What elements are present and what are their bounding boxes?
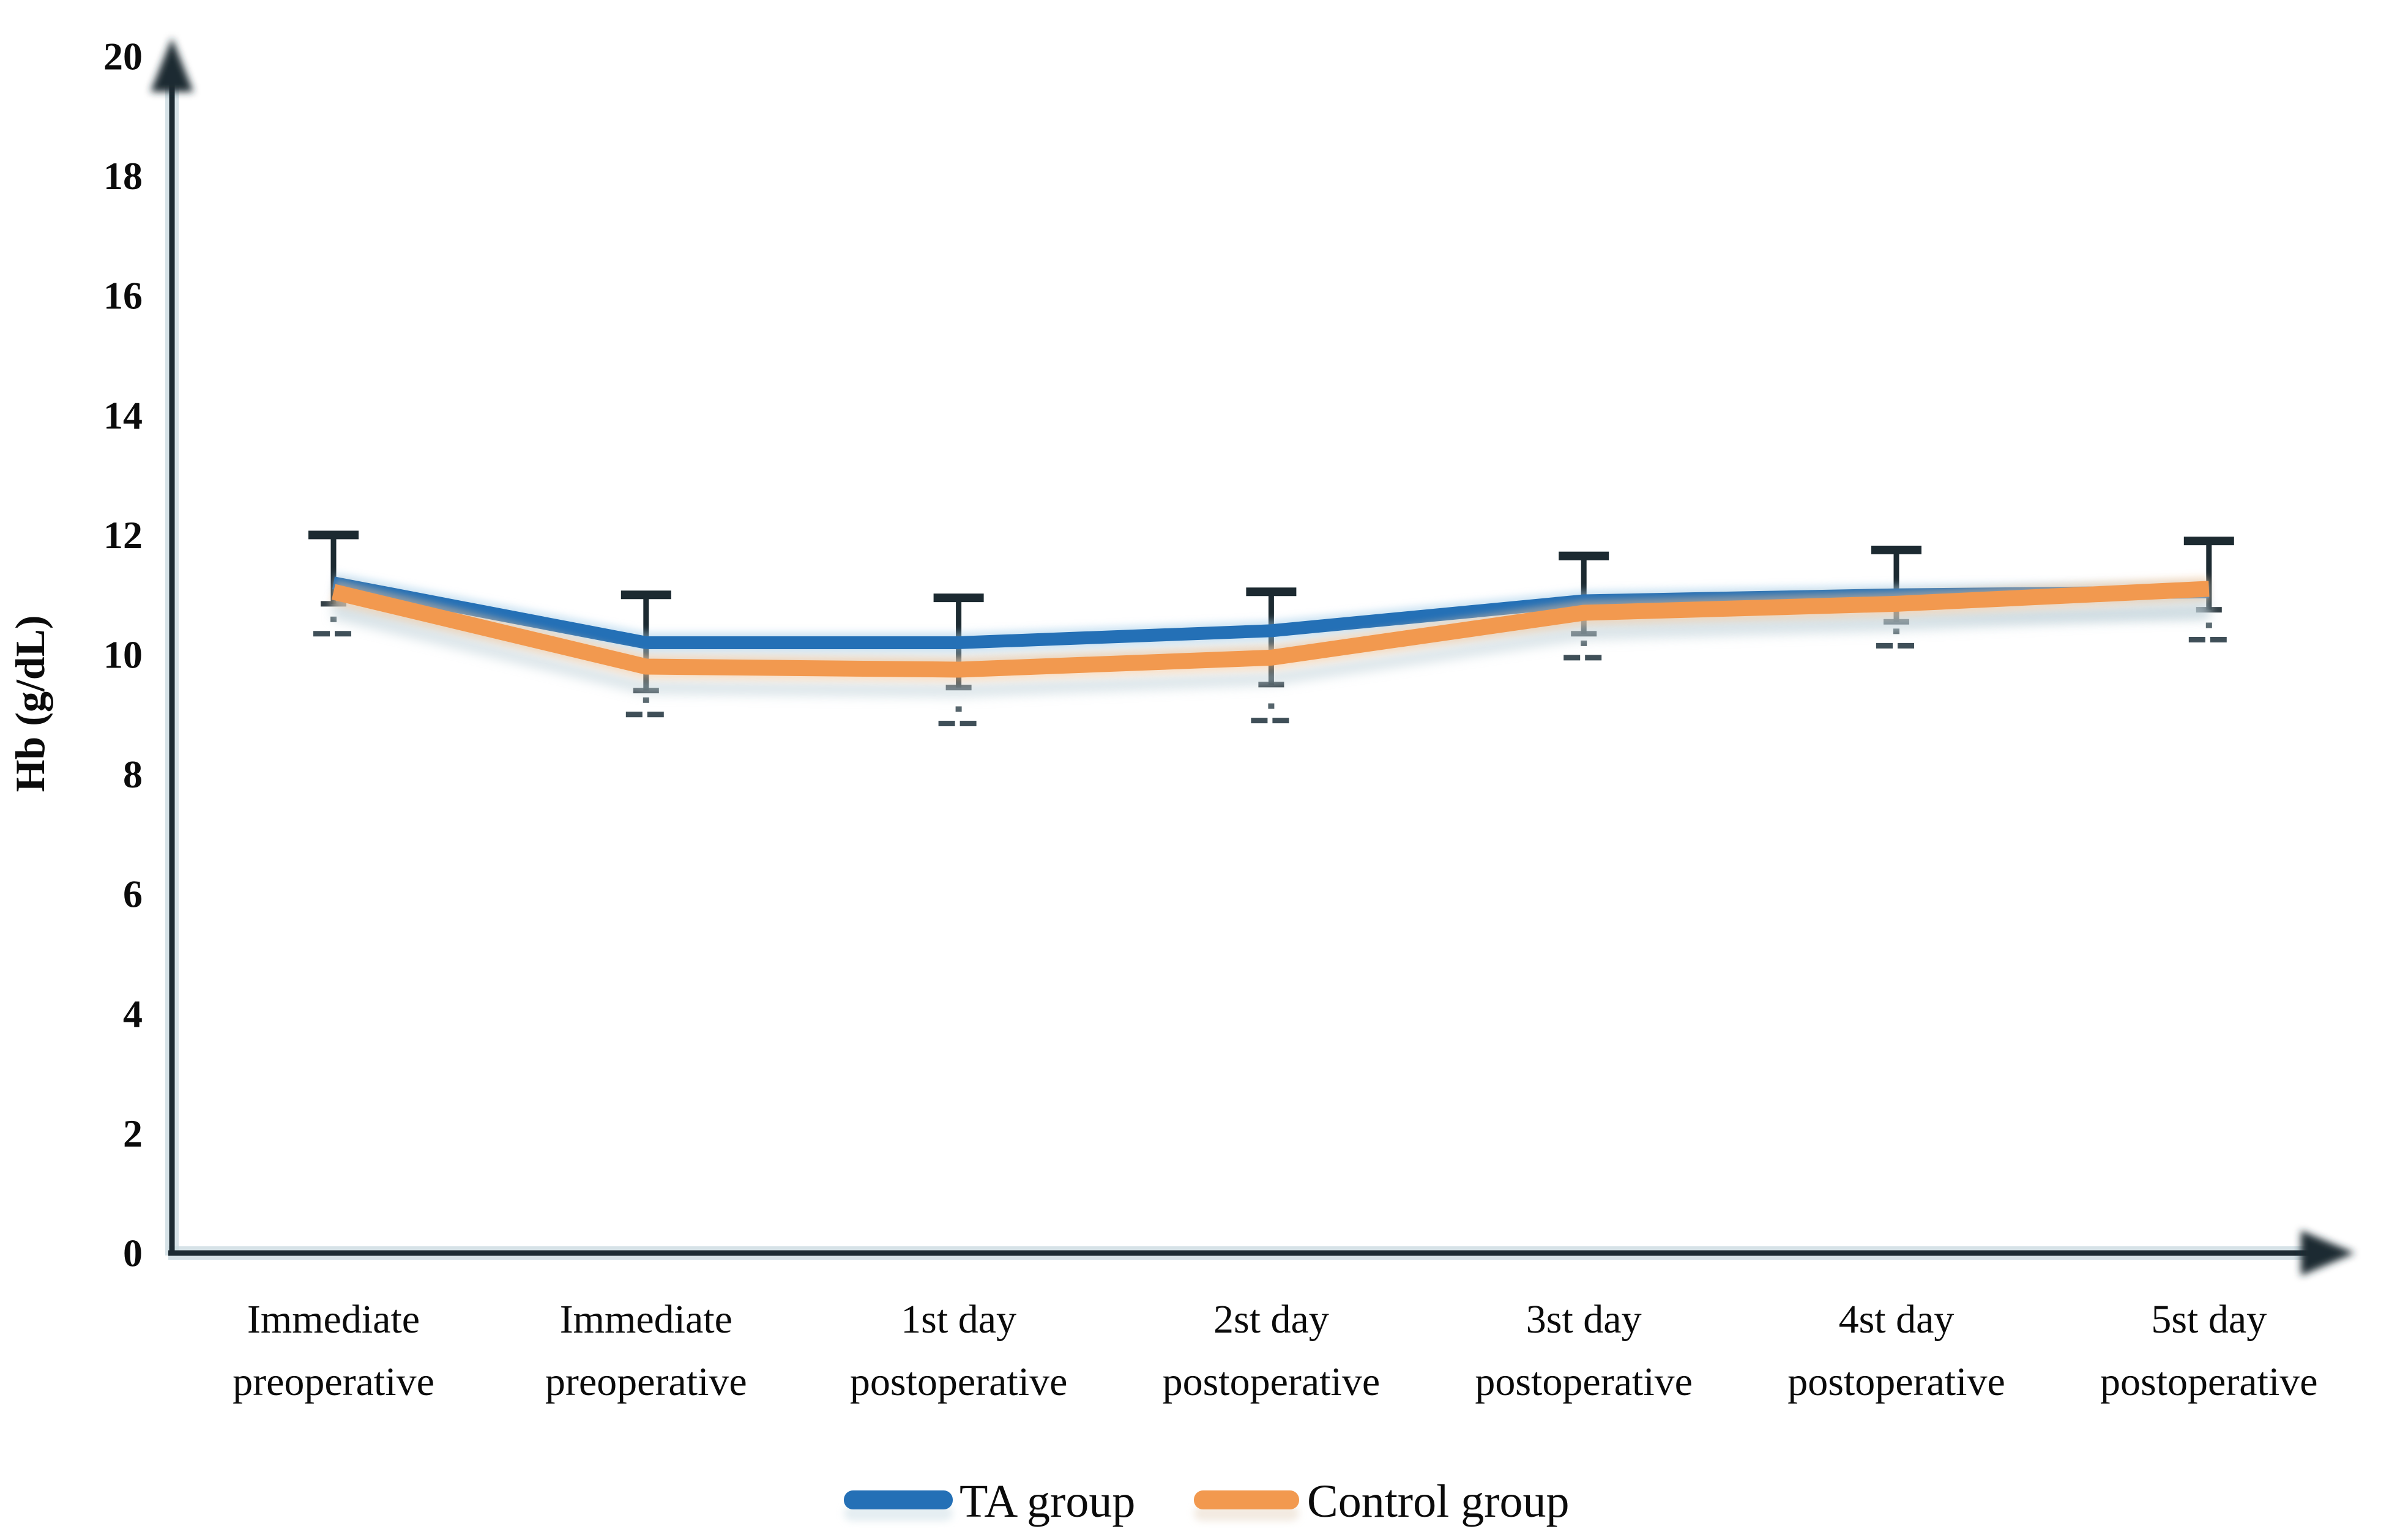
y-tick-label-10: 10 [103, 633, 143, 677]
x-category-label-6: 5st day postoperative [2100, 1297, 2318, 1404]
x-category-label-4: 3st day postoperative [1475, 1297, 1693, 1404]
legend-swatch-ta-group [844, 1490, 953, 1509]
series-shadow-1 [332, 603, 2210, 697]
y-axis-title: Hb (g/dL) [7, 615, 53, 792]
y-tick-label-14: 14 [103, 393, 143, 437]
legend: TA group Control group [844, 1476, 1570, 1527]
y-axis-arrowhead-icon [151, 38, 193, 92]
legend-label-ta-group: TA group [960, 1476, 1135, 1527]
legend-label-control-group: Control group [1307, 1476, 1570, 1527]
axes [151, 38, 2355, 1276]
y-tick-label-18: 18 [103, 154, 143, 198]
x-category-label-0: Immediate preoperative [233, 1297, 434, 1404]
y-tick-label-8: 8 [123, 753, 143, 796]
y-tick-label-6: 6 [123, 872, 143, 916]
x-category-label-2: 1st day postoperative [850, 1297, 1068, 1404]
x-category-labels: Immediate preoperative Immediate preoperati… [233, 1297, 2317, 1404]
x-category-label-5: 4st day postoperative [1787, 1297, 2005, 1404]
legend-swatch-control-group [1194, 1490, 1299, 1509]
x-category-label-3: 2st day postoperative [1163, 1297, 1381, 1404]
x-category-label-1: Immediate preoperative [545, 1297, 747, 1404]
y-tick-label-12: 12 [103, 513, 143, 557]
y-tick-label-16: 16 [103, 274, 143, 318]
y-tick-label-4: 4 [123, 992, 143, 1035]
y-tick-label-20: 20 [103, 35, 143, 78]
y-tick-labels: 0 2 4 6 8 10 12 14 16 18 20 [103, 35, 143, 1275]
y-tick-label-2: 2 [123, 1112, 143, 1155]
series-line-control-group [331, 581, 2210, 678]
x-axis-arrowhead-icon [2301, 1230, 2355, 1276]
y-tick-label-0: 0 [123, 1232, 143, 1275]
